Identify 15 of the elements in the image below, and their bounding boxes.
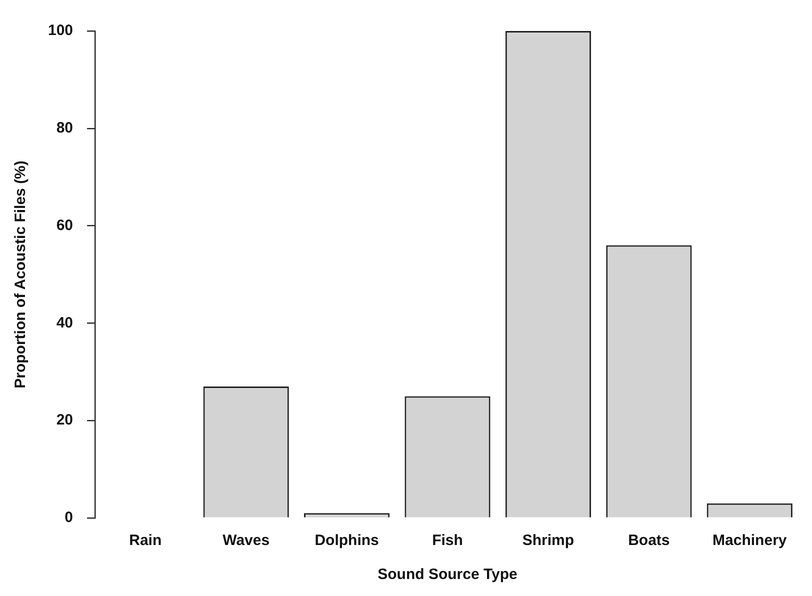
x-tick-label: Machinery <box>712 532 788 550</box>
x-tick-label: Boats <box>628 532 670 550</box>
y-tick-label: 80 <box>56 120 74 137</box>
y-tick-label: 0 <box>64 509 74 526</box>
x-tick-label: Dolphins <box>314 532 379 550</box>
x-tick-label: Rain <box>129 532 162 550</box>
y-tick-label: 40 <box>56 314 74 332</box>
x-tick-label: Fish <box>432 532 463 550</box>
y-tick-label: 20 <box>56 412 74 429</box>
y-axis-title: Proportion of Acoustic Files (%) <box>12 160 30 388</box>
x-axis-title: Sound Source Type <box>378 566 518 584</box>
x-tick-label: Waves <box>222 532 270 550</box>
y-tick-label: 60 <box>56 216 74 234</box>
y-tick-label: 100 <box>48 22 74 40</box>
x-tick-label: Shrimp <box>522 532 574 550</box>
